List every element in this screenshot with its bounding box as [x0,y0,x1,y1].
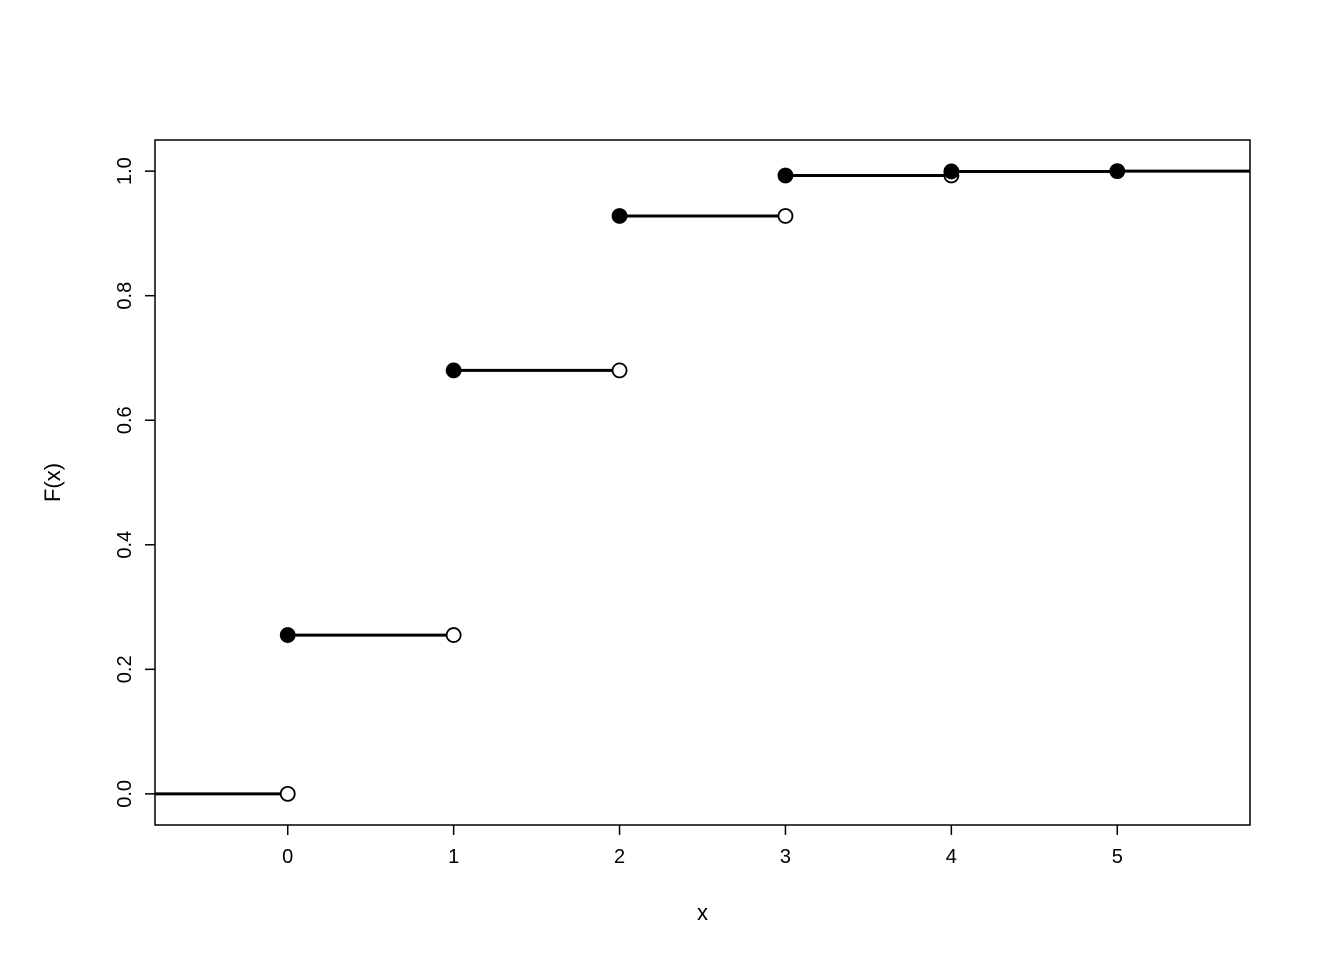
step-series [155,164,1250,801]
y-tick-label: 1.0 [114,157,136,185]
cdf-step-plot: 0 1 2 3 4 5 0.0 0.2 0.4 0.6 0.8 1.0 x F(x) [0,0,1344,960]
plot-box [155,140,1250,825]
x-axis-label: x [697,900,708,925]
x-tick-label: 2 [614,846,625,868]
x-axis: 0 1 2 3 4 5 [282,825,1123,868]
y-tick-label: 0.0 [114,780,136,808]
x-tick-label: 0 [282,846,293,868]
x-tick-label: 5 [1112,846,1123,868]
y-tick-label: 0.4 [114,531,136,559]
x-tick-label: 3 [780,846,791,868]
y-tick-label: 0.6 [114,406,136,434]
y-axis: 0.0 0.2 0.4 0.6 0.8 1.0 [114,157,155,808]
y-tick-label: 0.8 [114,282,136,310]
x-tick-label: 4 [946,846,957,868]
open-marker [613,363,627,377]
open-marker [281,787,295,801]
open-marker [447,628,461,642]
y-tick-label: 0.2 [114,655,136,683]
y-axis-label: F(x) [40,463,65,502]
closed-marker [281,628,295,642]
x-tick-label: 1 [448,846,459,868]
open-marker [778,209,792,223]
closed-marker [778,168,792,182]
closed-marker [613,209,627,223]
closed-marker [447,363,461,377]
closed-marker [1110,164,1124,178]
closed-marker [944,164,958,178]
